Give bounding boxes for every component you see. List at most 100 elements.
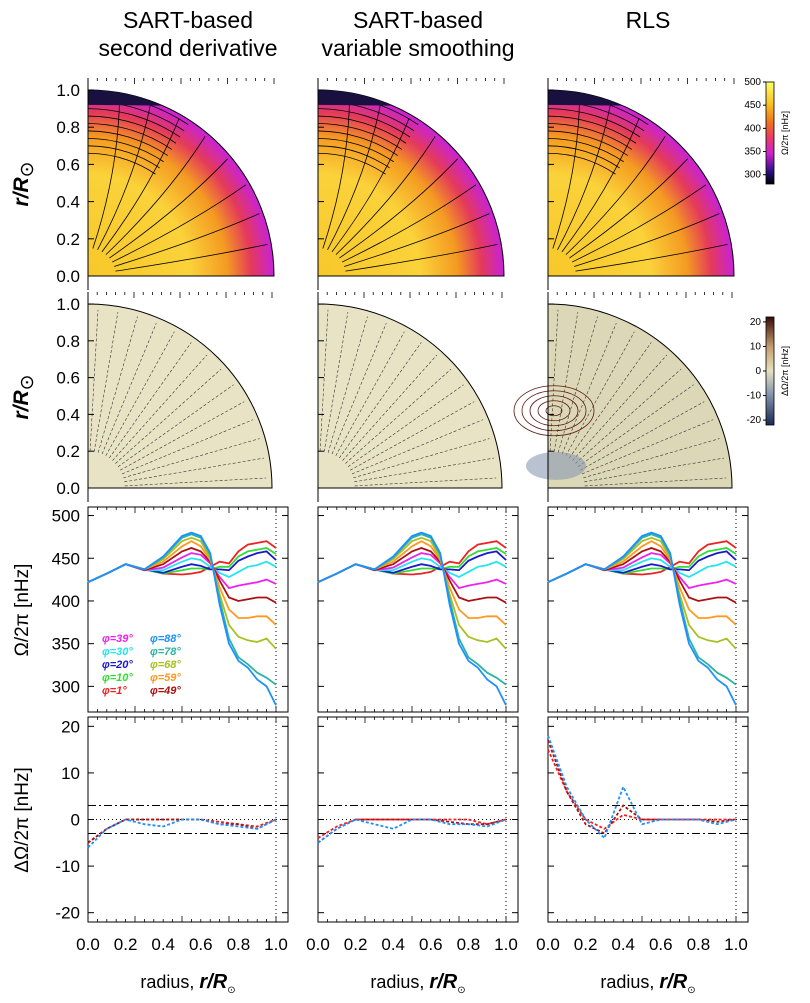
contour-line (557, 316, 598, 453)
contour-line (552, 96, 581, 249)
contour-line (115, 368, 222, 464)
colorbar-title: Ω/2π [nHz] (780, 111, 790, 155)
contour-line (575, 368, 682, 464)
contour-line (354, 457, 495, 483)
line-panel-r3-c1: 300 350 400 450 500 (52, 506, 289, 713)
row-label-delta-omega: ΔΩ/2π [nHz] (12, 767, 33, 872)
legend-entry: φ=88° (150, 633, 181, 645)
contour-line (101, 117, 180, 253)
legend-entry: φ=20° (102, 659, 133, 671)
contour-line (350, 401, 475, 471)
contour-line (317, 123, 403, 150)
series-line (547, 739, 737, 835)
colorbar-1: 500 450 400 350 300 Ω/2π [nHz] (744, 77, 790, 185)
delta-quadrant (547, 303, 733, 489)
contour-line (317, 137, 394, 163)
contour-line (345, 368, 452, 464)
contour-line (87, 137, 164, 163)
colorbar-tick-label: 450 (744, 100, 761, 111)
contour-line (521, 390, 587, 432)
rotation-maps: 0.0 0.2 0.4 0.6 0.8 1.0 0.0 0.2 0.4 0.6 0.8 1.0 (56, 78, 748, 502)
row-label-omega: Ω/2π [nHz] (12, 564, 33, 657)
contour-line (339, 158, 458, 259)
map-panel-r1-c1: 0.0 0.2 0.4 0.6 0.8 1.0 (56, 78, 288, 290)
contour-line (335, 331, 405, 456)
legend-entry: φ=68° (150, 659, 181, 671)
contour-line (345, 243, 498, 272)
contour-line (87, 108, 181, 138)
contour-line (87, 123, 173, 150)
contour-line (317, 115, 407, 144)
plot-frame (87, 506, 289, 713)
colorbar-tick-label: 10 (750, 341, 762, 352)
contour-line (569, 158, 688, 259)
contour-line (354, 477, 497, 487)
series-line (547, 749, 736, 830)
contour-line (545, 405, 563, 417)
delta-quadrant (87, 303, 273, 489)
x-tick-label: 0.2 (114, 935, 138, 954)
colorbar-scale (765, 316, 775, 426)
x-tick-label: 0.8 (687, 935, 711, 954)
contour-line (529, 395, 579, 427)
legend-entry: φ=39° (102, 633, 133, 645)
y-tick-label: 0.4 (56, 405, 80, 424)
map-panel-r1-c3 (547, 78, 748, 290)
x-tick-label: 0.2 (574, 935, 598, 954)
map-panel-r2-c2 (317, 292, 518, 502)
contour-line (574, 213, 720, 267)
polar-cap (548, 90, 623, 106)
contour-line (93, 311, 119, 452)
contour-line (547, 115, 637, 144)
contour-line (584, 457, 725, 483)
contour-line (87, 152, 156, 175)
contour-line (109, 342, 192, 459)
contour-line (344, 213, 490, 267)
negative-region (526, 451, 586, 480)
contour-line (319, 309, 329, 452)
contour-line (561, 322, 617, 455)
contour-line (105, 331, 175, 456)
contour-line (547, 130, 629, 156)
omega-quadrant (317, 89, 505, 277)
series-line (87, 531, 277, 706)
contour-line (121, 419, 254, 475)
contour-line (322, 96, 351, 249)
line-panel-r4-c2 (317, 716, 519, 923)
omega-quadrant (547, 89, 735, 277)
contour-line (335, 136, 436, 255)
y-tick-label: -10 (55, 857, 80, 876)
contour-line (341, 184, 477, 263)
y-tick-label: 1.0 (56, 81, 80, 100)
contour-line (112, 354, 208, 461)
x-tick-label: 0.0 (536, 935, 560, 954)
contour-line (124, 477, 267, 487)
colorbar-tick-label: 300 (744, 170, 761, 181)
polar-cap (318, 90, 393, 106)
row-label-r-1: r/R⊙ (10, 161, 38, 206)
y-tick-label: -20 (55, 904, 80, 923)
colorbar-title: ΔΩ/2π [nHz] (780, 346, 790, 396)
column-title-2-line-2: variable smoothing (321, 35, 514, 61)
x-tick-label: 0.8 (457, 935, 481, 954)
colorbar-tick-label: 0 (755, 366, 761, 377)
colorbar-tick-label: 20 (750, 317, 762, 328)
contour-line (97, 316, 138, 453)
line-panel-r3-c3 (547, 506, 749, 713)
y-tick-label: 300 (52, 677, 80, 696)
colorbars: 500 450 400 350 300 Ω/2π [nHz] 20 10 0 -10 -20 ΔΩ/2… (744, 77, 790, 426)
y-tick-label: 0.6 (56, 369, 80, 388)
plot-frame (317, 506, 519, 713)
line-panel-r4-c1: -20 -10 0 10 20 (55, 716, 289, 923)
contour-line (572, 354, 668, 461)
column-title-1-line-1: SART-based (123, 7, 253, 33)
contour-line (105, 136, 206, 255)
y-tick-label: 500 (52, 507, 80, 526)
omega-quadrant (87, 89, 275, 277)
y-tick-label: 0.2 (56, 442, 80, 461)
delta-quadrant (317, 303, 503, 489)
y-tick-label: 400 (52, 592, 80, 611)
x-axis-label: radius, r/R⊙ (140, 971, 235, 996)
contour-line (565, 136, 666, 255)
